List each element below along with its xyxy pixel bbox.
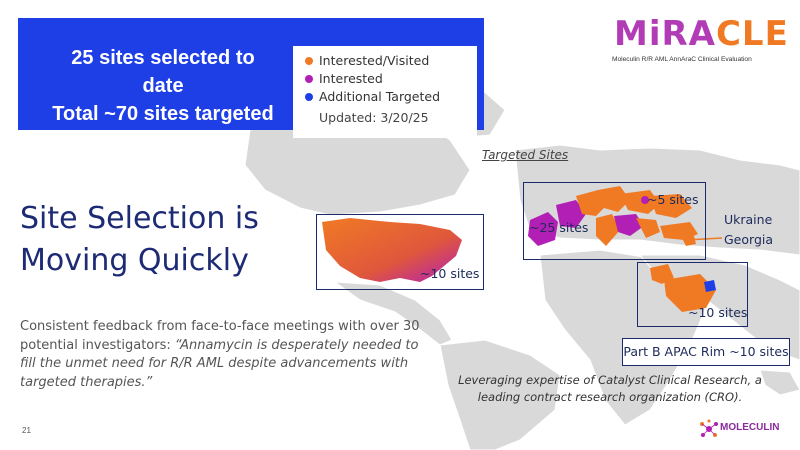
europe-region-box bbox=[523, 182, 706, 260]
banner-text: 25 sites selected to date Total ~70 site… bbox=[48, 44, 278, 128]
map-legend: Interested/Visited Interested Additional… bbox=[293, 46, 477, 138]
mideast-highlight bbox=[650, 264, 716, 312]
europe-sites-label: ~25 sites bbox=[529, 220, 589, 235]
legend-item-additional-targeted: Additional Targeted bbox=[305, 88, 477, 106]
mideast-region-box bbox=[637, 262, 748, 327]
body-paragraph: Consistent feedback from face-to-face me… bbox=[20, 318, 420, 392]
sites-targeted-text: Total ~70 sites targeted bbox=[52, 103, 274, 125]
investigator-quote: “Annamycin is desperately needed to fill… bbox=[20, 337, 419, 390]
sites-summary-banner: 25 sites selected to date Total ~70 site… bbox=[18, 18, 484, 138]
legend-updated-date: Updated: 3/20/25 bbox=[319, 110, 429, 125]
orange-dot-icon bbox=[305, 57, 313, 65]
georgia-label: Georgia bbox=[724, 232, 774, 247]
page-number: 21 bbox=[22, 426, 31, 435]
cro-note: Leveraging expertise of Catalyst Clinica… bbox=[458, 373, 762, 404]
molecule-icon bbox=[700, 419, 718, 437]
europe-highlight bbox=[528, 186, 698, 246]
blue-dot-icon bbox=[305, 93, 313, 101]
miracle-wordmark: MiRACLE bbox=[614, 14, 789, 54]
slide-title: Site Selection is Moving Quickly bbox=[20, 201, 259, 278]
legend-label: Interested bbox=[319, 71, 383, 86]
legend-item-interested-visited: Interested/Visited bbox=[305, 52, 477, 70]
purple-dot-icon bbox=[305, 75, 313, 83]
us-highlight bbox=[322, 218, 462, 282]
sites-selected-text: 25 sites selected to date bbox=[71, 47, 255, 97]
targeted-sites-label: Targeted Sites bbox=[482, 148, 569, 162]
ukraine-label: Ukraine bbox=[724, 212, 773, 227]
miracle-subtitle: Moleculin R/R AML AnnAraC Clinical Evalu… bbox=[612, 56, 752, 63]
miracle-logo: MiRACLE Moleculin R/R AML AnnAraC Clinic… bbox=[612, 14, 788, 70]
moleculin-logo: MOLECULIN bbox=[696, 416, 792, 442]
legend-item-interested: Interested bbox=[305, 70, 477, 88]
us-sites-label: ~10 sites bbox=[420, 266, 480, 281]
body-intro: Consistent feedback from face-to-face me… bbox=[20, 319, 420, 353]
us-region-box bbox=[316, 214, 484, 290]
mideast-sites-label: ~10 sites bbox=[688, 305, 748, 320]
apac-sites-box: Part B APAC Rim ~10 sites bbox=[622, 338, 790, 366]
legend-label: Interested/Visited bbox=[319, 53, 430, 68]
legend-label: Additional Targeted bbox=[319, 89, 441, 104]
east-europe-sites-label: ~5 sites bbox=[647, 192, 699, 207]
